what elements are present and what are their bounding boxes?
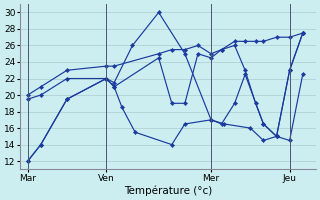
- X-axis label: Température (°c): Température (°c): [124, 185, 212, 196]
